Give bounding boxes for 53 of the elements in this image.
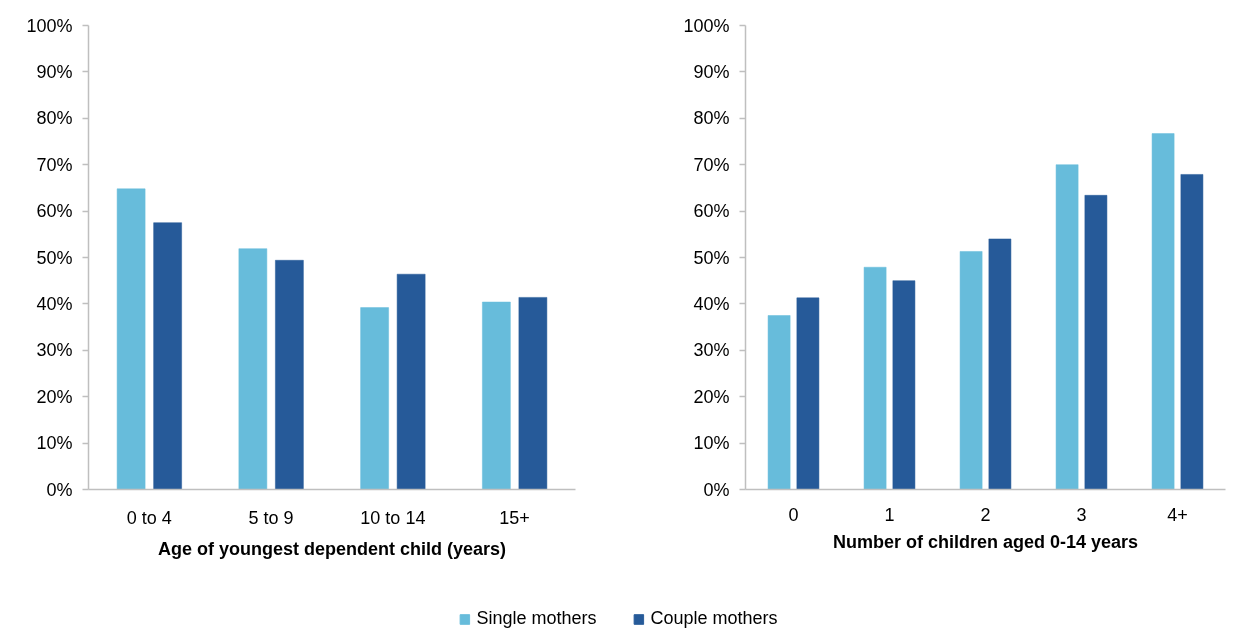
bar <box>1055 164 1079 490</box>
x-tick-label: 3 <box>1076 504 1087 525</box>
bar <box>767 315 791 490</box>
bar <box>153 222 182 490</box>
y-tick-label: 80% <box>36 108 73 129</box>
x-tick-label: 1 <box>884 504 895 525</box>
bar <box>518 297 548 490</box>
bar <box>238 248 268 490</box>
y-tick-label: 20% <box>36 386 73 407</box>
y-tick-label: 0% <box>703 479 730 500</box>
x-tick-label: 5 to 9 <box>248 507 294 528</box>
y-tick-label: 90% <box>693 61 730 82</box>
x-axis-title: Age of youngest dependent child (years) <box>157 538 507 559</box>
y-tick-label: 80% <box>693 108 730 129</box>
y-tick-label: 30% <box>693 340 730 361</box>
bar <box>1180 174 1204 490</box>
y-tick-label: 70% <box>36 154 73 175</box>
x-tick-label: 0 <box>788 504 799 525</box>
bar <box>959 251 983 490</box>
y-tick-label: 50% <box>36 247 73 268</box>
x-tick-label: 2 <box>980 504 991 525</box>
y-tick-label: 50% <box>693 247 730 268</box>
y-tick-label: 10% <box>693 433 730 454</box>
x-tick-label: 15+ <box>499 507 530 528</box>
bar <box>892 280 916 490</box>
y-tick-label: 100% <box>26 15 73 36</box>
legend-label: Couple mothers <box>650 608 778 629</box>
bar <box>116 188 146 490</box>
y-tick-label: 60% <box>36 201 73 222</box>
bar <box>396 273 426 490</box>
bar <box>1084 195 1108 490</box>
y-tick-label: 40% <box>36 293 73 314</box>
legend-label: Single mothers <box>476 608 597 629</box>
y-tick-label: 0% <box>46 479 73 500</box>
x-tick-label: 10 to 14 <box>360 507 426 528</box>
y-tick-label: 20% <box>693 386 730 407</box>
bar <box>482 301 511 490</box>
x-axis-title: Number of children aged 0-14 years <box>832 531 1139 552</box>
bar <box>275 260 304 490</box>
x-tick-label: 0 to 4 <box>126 507 172 528</box>
y-tick-label: 60% <box>693 201 730 222</box>
y-tick-label: 70% <box>693 154 730 175</box>
bar <box>863 266 887 490</box>
bar <box>360 307 389 490</box>
bar <box>1151 133 1175 490</box>
y-tick-label: 90% <box>36 61 73 82</box>
y-tick-label: 30% <box>36 340 73 361</box>
y-tick-label: 10% <box>36 433 73 454</box>
y-tick-label: 100% <box>683 15 730 36</box>
x-tick-label: 4+ <box>1167 504 1188 525</box>
bar <box>796 297 820 490</box>
y-tick-label: 40% <box>693 293 730 314</box>
bar <box>988 238 1012 490</box>
